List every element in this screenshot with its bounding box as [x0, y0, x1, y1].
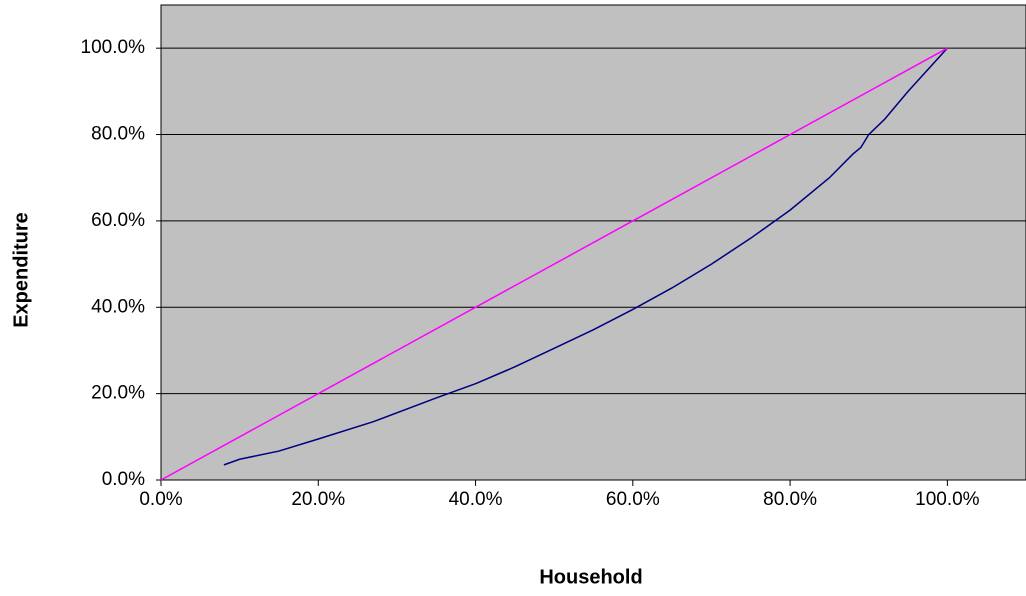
y-tick-label: 20.0% [91, 383, 145, 404]
x-axis-title: Household [539, 566, 642, 588]
x-tick-label: 60.0% [606, 489, 660, 510]
y-tick-label: 100.0% [81, 37, 146, 58]
x-tick-label: 100.0% [915, 489, 980, 510]
y-tick-label: 0.0% [102, 469, 145, 490]
y-tick-label: 60.0% [91, 210, 145, 231]
x-tick-label: 80.0% [763, 489, 817, 510]
y-axis-title: Expenditure [10, 212, 32, 328]
y-tick-label: 80.0% [91, 124, 145, 145]
x-tick-label: 0.0% [139, 489, 182, 510]
y-tick-label: 40.0% [91, 296, 145, 317]
x-tick-label: 40.0% [449, 489, 503, 510]
x-tick-label: 20.0% [291, 489, 345, 510]
series-line [160, 47, 948, 481]
series-line [223, 47, 948, 466]
